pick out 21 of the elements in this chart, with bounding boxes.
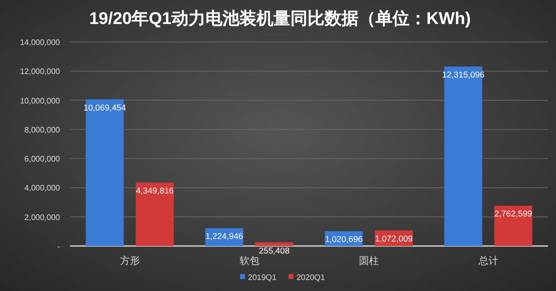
data-label: 1,072,009	[374, 233, 413, 244]
y-tick-label: 8,000,000	[24, 125, 61, 134]
x-tick-label: 总计	[477, 255, 498, 267]
y-tick-label: 6,000,000	[24, 154, 61, 164]
x-tick-label: 软包	[239, 255, 260, 267]
y-tick-label: 12,000,000	[20, 67, 61, 76]
x-tick-label: 圆柱	[358, 255, 379, 267]
data-label: 2,762,599	[494, 208, 532, 219]
data-label: 255,408	[258, 245, 290, 256]
x-tick-label: 方形	[120, 255, 140, 267]
y-tick-label: 10,000,000	[20, 96, 61, 106]
legend-label: 2019Q1	[248, 273, 278, 282]
y-tick-label: 4,000,000	[24, 184, 61, 193]
legend-label: 2020Q1	[296, 273, 326, 282]
data-label: 1,224,946	[205, 231, 244, 242]
data-label: 4,349,816	[136, 186, 174, 196]
chart-title: 19/20年Q1动力电池装机量同比数据（单位：KWh)	[89, 9, 471, 28]
data-label: 1,020,696	[324, 234, 363, 244]
y-tick-label: -	[57, 242, 60, 251]
y-tick-label: 2,000,000	[24, 212, 61, 222]
y-tick-label: 14,000,000	[20, 38, 61, 47]
